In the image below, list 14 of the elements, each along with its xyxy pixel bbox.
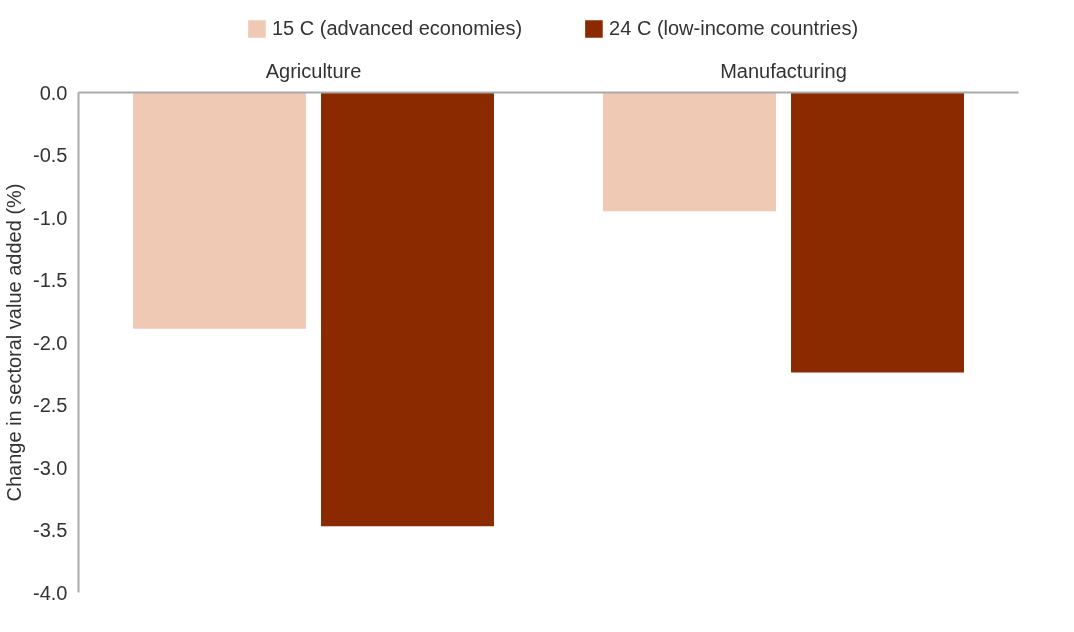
x-tick-label: Manufacturing: [720, 59, 847, 82]
y-tick-label: -1.5: [33, 269, 68, 291]
y-tick-label: -2.5: [33, 394, 68, 416]
y-tick-label: -3.0: [33, 456, 68, 479]
legend-label: 24 C (low-income countries): [609, 16, 859, 40]
legend-label: 15 C (advanced economies): [271, 16, 523, 40]
y-tick-label: 0.0: [39, 81, 68, 104]
x-tick-label: Agriculture: [265, 59, 362, 82]
y-tick-label: -4.0: [33, 581, 68, 604]
y-axis-title: Change in sectoral value added (%): [3, 183, 26, 502]
y-tick-label: -2.0: [33, 331, 68, 354]
y-tick-label: -3.5: [33, 519, 68, 541]
y-tick-label: -1.0: [33, 206, 68, 229]
y-tick-label: -0.5: [33, 144, 68, 166]
